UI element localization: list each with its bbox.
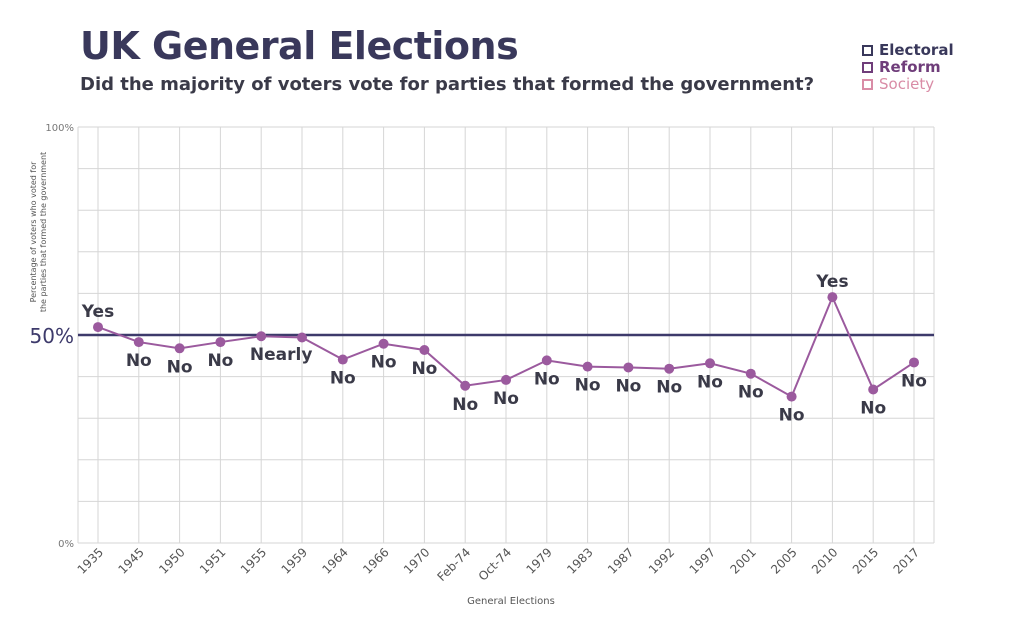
data-point bbox=[174, 343, 185, 354]
data-point bbox=[337, 354, 348, 365]
x-tick-label: 2010 bbox=[809, 545, 840, 576]
y-axis-title: Percentage of voters who voted forthe pa… bbox=[29, 152, 48, 312]
x-tick-label: 1997 bbox=[687, 545, 718, 576]
x-tick-label: 1983 bbox=[564, 545, 595, 576]
logo-text-society: Society bbox=[879, 75, 935, 93]
x-tick-label: Feb-74 bbox=[435, 545, 474, 584]
annotation-label: No bbox=[207, 351, 233, 371]
x-tick-label: Oct-74 bbox=[476, 545, 514, 583]
series-line bbox=[93, 292, 919, 402]
annotation-label: Yes bbox=[815, 272, 848, 292]
annotation-label: No bbox=[167, 357, 193, 377]
data-point bbox=[868, 384, 879, 395]
logo-row-reform: Reform bbox=[862, 59, 954, 76]
data-point bbox=[460, 380, 471, 391]
data-point bbox=[419, 344, 430, 355]
x-axis: 1935 1945 1950 1951 1955 1959 1964 1966 1970 Feb-… bbox=[75, 545, 922, 584]
annotation-label: No bbox=[493, 389, 519, 409]
data-point bbox=[909, 357, 919, 368]
y-tick-label: 50% bbox=[30, 324, 74, 348]
data-point bbox=[215, 337, 226, 348]
x-tick-label: 2017 bbox=[891, 545, 922, 576]
annotation-label: No bbox=[615, 376, 641, 396]
annotation-label: No bbox=[126, 351, 152, 371]
y-axis: 0% 50% 100% bbox=[30, 123, 74, 550]
annotation-label: No bbox=[656, 378, 682, 398]
data-point bbox=[582, 361, 593, 372]
x-tick-label: 1935 bbox=[75, 545, 106, 576]
chart-subtitle: Did the majority of voters vote for part… bbox=[80, 74, 815, 95]
data-point bbox=[623, 362, 634, 373]
annotation-label: No bbox=[575, 376, 601, 396]
data-point bbox=[378, 338, 389, 349]
annotation-label: No bbox=[779, 406, 805, 426]
logo-square-icon bbox=[862, 62, 873, 73]
data-point bbox=[256, 331, 267, 342]
annotation-label: No bbox=[371, 353, 397, 373]
x-tick-label: 1992 bbox=[646, 545, 677, 576]
x-tick-label: 2015 bbox=[850, 545, 881, 576]
data-point bbox=[664, 363, 675, 374]
logo-row-society: Society bbox=[862, 76, 954, 93]
x-tick-label: 2005 bbox=[768, 545, 799, 576]
x-tick-label: 1950 bbox=[156, 545, 187, 576]
x-tick-label: 1987 bbox=[605, 545, 636, 576]
annotation-label: No bbox=[534, 369, 560, 389]
y-tick-label: 100% bbox=[45, 123, 74, 134]
x-axis-title: General Elections bbox=[467, 596, 555, 607]
annotation-label: No bbox=[452, 395, 478, 415]
logo-square-icon bbox=[862, 79, 873, 90]
logo-text-electoral: Electoral bbox=[879, 41, 954, 59]
annotation-label: No bbox=[901, 371, 927, 391]
annotation-label: Nearly bbox=[250, 345, 313, 365]
x-tick-label: 1951 bbox=[197, 545, 228, 576]
x-tick-label: 1966 bbox=[360, 545, 391, 576]
x-tick-label: 1955 bbox=[238, 545, 269, 576]
annotation-label: No bbox=[738, 383, 764, 403]
electoral-reform-society-logo: Electoral Reform Society bbox=[862, 42, 954, 93]
logo-square-icon bbox=[862, 45, 873, 56]
annotation-label: No bbox=[411, 359, 437, 379]
data-point bbox=[827, 292, 838, 303]
y-tick-label: 0% bbox=[58, 539, 74, 550]
data-point bbox=[541, 355, 552, 366]
data-point bbox=[705, 358, 715, 369]
annotation-label: No bbox=[330, 369, 356, 389]
annotation-label: Yes bbox=[81, 302, 114, 322]
x-tick-label: 2001 bbox=[727, 545, 758, 576]
x-tick-label: 1945 bbox=[115, 545, 146, 576]
logo-row-electoral: Electoral bbox=[862, 42, 954, 59]
x-tick-label: 1959 bbox=[279, 545, 310, 576]
annotations: Yes No No No Nearly No No No No No No No No No No No No Y… bbox=[81, 272, 927, 425]
x-tick-label: 1964 bbox=[319, 545, 350, 576]
annotation-label: No bbox=[697, 372, 723, 392]
x-tick-label: 1979 bbox=[523, 545, 554, 576]
grid-lines bbox=[77, 126, 935, 544]
data-point bbox=[297, 332, 307, 343]
chart-title: UK General Elections bbox=[80, 24, 519, 68]
annotation-label: No bbox=[860, 398, 886, 418]
data-point bbox=[745, 368, 756, 379]
data-point bbox=[501, 374, 511, 385]
data-point bbox=[93, 322, 103, 333]
x-tick-label: 1970 bbox=[401, 545, 432, 576]
logo-text-reform: Reform bbox=[879, 58, 941, 76]
data-point bbox=[786, 391, 797, 402]
data-point bbox=[133, 337, 144, 348]
